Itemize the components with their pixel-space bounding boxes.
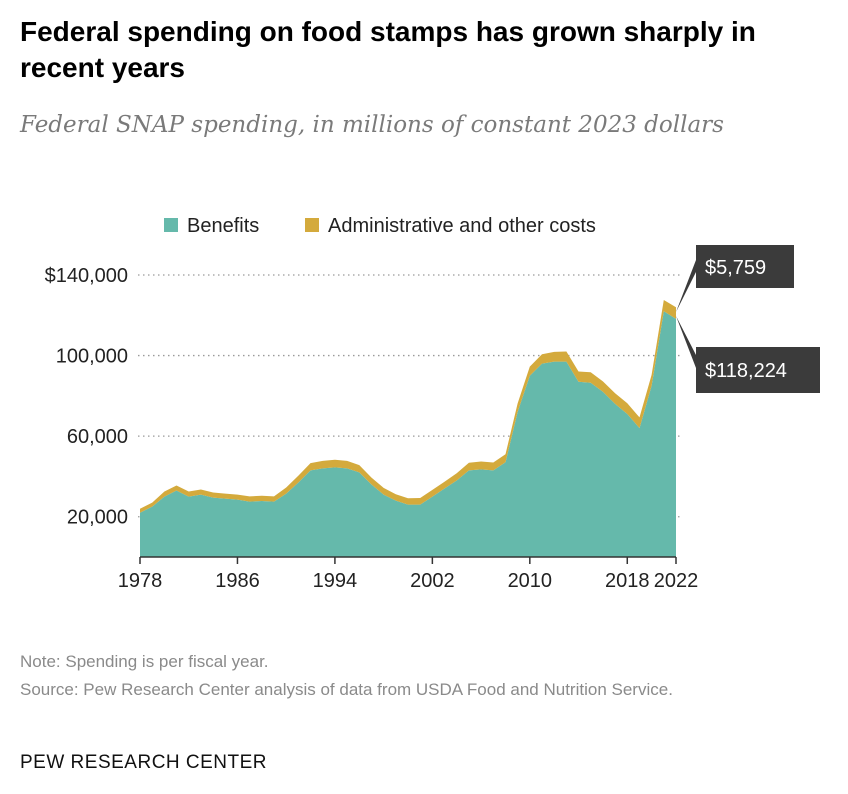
y-tick-label: 20,000 bbox=[67, 507, 128, 529]
chart-subtitle: Federal SNAP spending, in millions of co… bbox=[20, 112, 724, 138]
callout-admin-label: $5,759 bbox=[705, 257, 766, 279]
series-benefits-area bbox=[140, 311, 676, 557]
callout-benefits bbox=[676, 316, 820, 393]
callout-admin bbox=[676, 245, 794, 312]
note-text: Note: Spending is per fiscal year. bbox=[20, 652, 269, 671]
x-tick-label: 1994 bbox=[313, 570, 358, 592]
x-tick-label: 2018 bbox=[605, 570, 650, 592]
x-tick-label: 1986 bbox=[215, 570, 260, 592]
y-tick-label: 100,000 bbox=[56, 346, 128, 368]
legend-label-admin: Administrative and other costs bbox=[328, 215, 596, 237]
snap-spending-chart: 20,000 60,000 100,000 $140,000 1978 1986 1994… bbox=[45, 215, 820, 592]
series-admin-area bbox=[140, 300, 676, 513]
brand-logo-text: PEW RESEARCH CENTER bbox=[20, 752, 268, 773]
y-tick-label: $140,000 bbox=[45, 265, 128, 287]
x-tick-label: 2002 bbox=[410, 570, 455, 592]
legend-swatch-benefits bbox=[164, 218, 178, 232]
x-tick-label: 2010 bbox=[508, 570, 553, 592]
legend: Benefits Administrative and other costs bbox=[164, 215, 596, 237]
y-axis: 20,000 60,000 100,000 $140,000 bbox=[45, 265, 128, 529]
x-tick-label: 2022 bbox=[654, 570, 699, 592]
legend-label-benefits: Benefits bbox=[187, 215, 259, 237]
area-series bbox=[140, 300, 676, 557]
x-axis: 1978 1986 1994 2002 2010 2018 2022 bbox=[118, 556, 699, 592]
chart-title: Federal spending on food stamps has grow… bbox=[20, 16, 756, 83]
callout-benefits-label: $118,224 bbox=[705, 360, 787, 382]
legend-swatch-admin bbox=[305, 218, 319, 232]
source-text: Source: Pew Research Center analysis of … bbox=[20, 680, 673, 699]
callouts: $5,759 $118,224 bbox=[676, 245, 820, 393]
y-tick-label: 60,000 bbox=[67, 426, 128, 448]
x-tick-label: 1978 bbox=[118, 570, 163, 592]
